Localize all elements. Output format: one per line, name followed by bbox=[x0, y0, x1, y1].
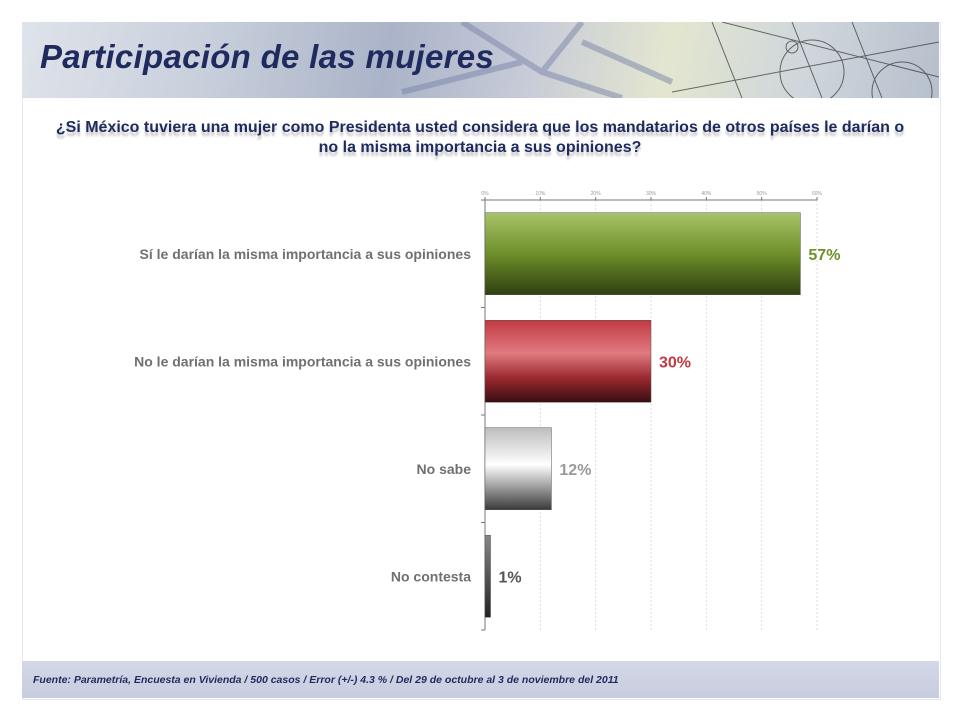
bar bbox=[484, 320, 652, 403]
category-label: Sí le darían la misma importancia a sus … bbox=[140, 246, 472, 262]
category-label: No sabe bbox=[417, 461, 472, 477]
x-tick-label: 40% bbox=[701, 191, 712, 197]
x-tick-label: 20% bbox=[591, 191, 602, 197]
banner-decoration-icon bbox=[401, 22, 939, 98]
x-tick-label: 50% bbox=[757, 191, 768, 197]
x-tick-label: 60% bbox=[812, 191, 823, 197]
x-tick-label: 30% bbox=[646, 191, 657, 197]
data-label: 12% bbox=[559, 462, 591, 479]
data-label: 1% bbox=[499, 569, 522, 586]
header-banner bbox=[22, 22, 939, 98]
source-note: Fuente: Parametría, Encuesta en Vivienda… bbox=[33, 674, 619, 686]
data-label: 30% bbox=[659, 354, 691, 371]
page-title: Participación de las mujeres bbox=[40, 38, 495, 75]
bar bbox=[484, 212, 801, 295]
slide bbox=[22, 22, 941, 700]
category-label: No le darían la misma importancia a sus … bbox=[134, 353, 471, 369]
data-label: 57% bbox=[808, 247, 840, 264]
x-tick-label: 10% bbox=[535, 191, 546, 197]
bar bbox=[484, 535, 491, 618]
x-tick-label: 0% bbox=[481, 191, 489, 197]
category-label: No contesta bbox=[391, 568, 471, 584]
bar bbox=[484, 427, 552, 510]
chart-question: ¿Si México tuviera una mujer como Presid… bbox=[55, 119, 905, 156]
footer: Fuente: Parametría, Encuesta en Vivienda… bbox=[22, 661, 939, 698]
